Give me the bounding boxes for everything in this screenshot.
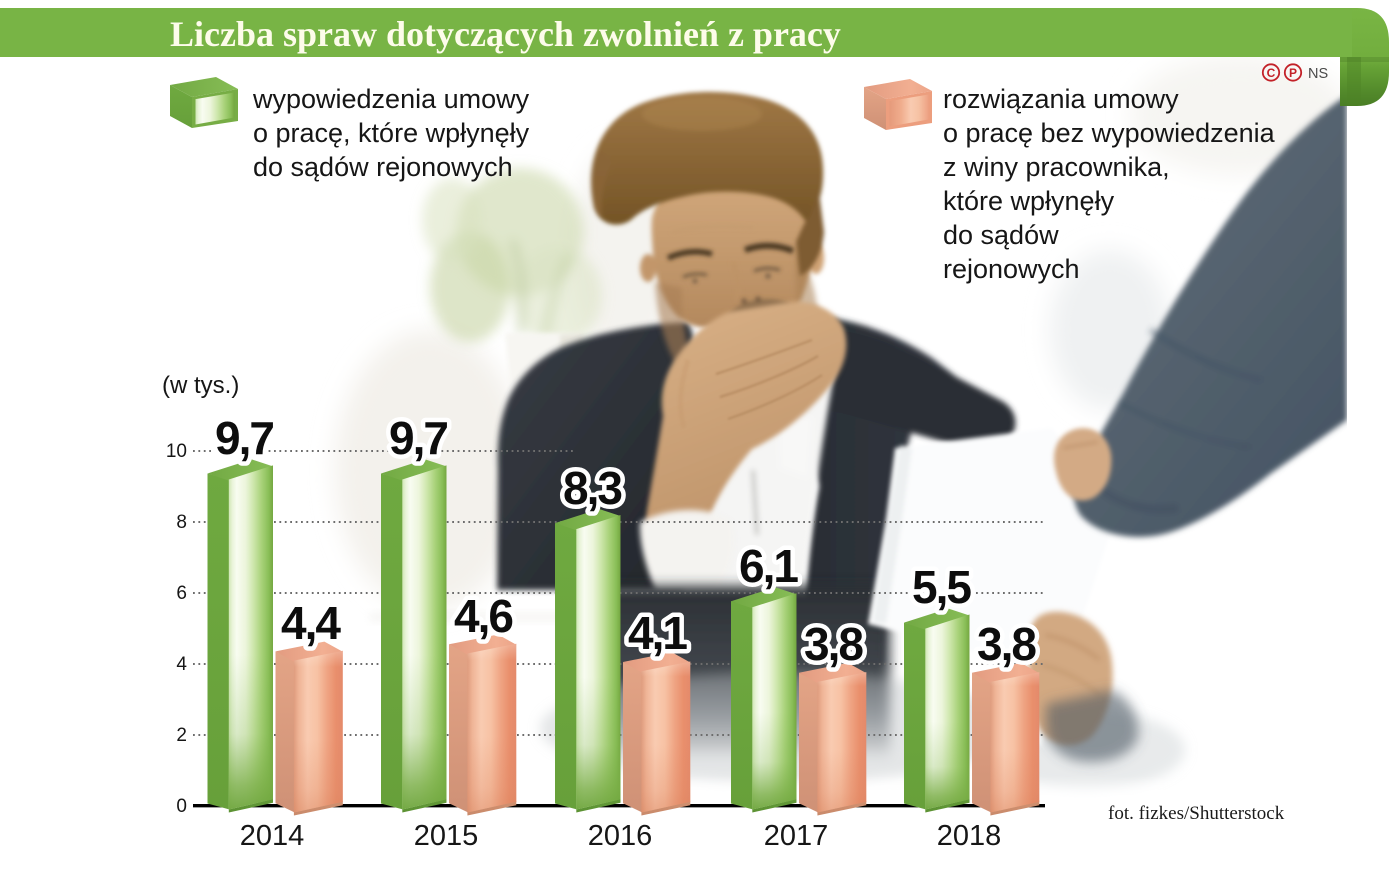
svg-text:3,8: 3,8 xyxy=(804,618,863,670)
svg-text:9,7: 9,7 xyxy=(389,412,447,464)
svg-text:4,6: 4,6 xyxy=(454,590,512,642)
svg-text:NS: NS xyxy=(1308,66,1328,82)
svg-text:C: C xyxy=(1267,66,1276,80)
svg-text:3,8: 3,8 xyxy=(977,618,1036,670)
svg-text:P: P xyxy=(1289,66,1297,80)
svg-text:6,1: 6,1 xyxy=(739,540,798,592)
svg-text:5,5: 5,5 xyxy=(912,561,971,613)
svg-text:4,1: 4,1 xyxy=(628,607,687,659)
svg-text:8,3: 8,3 xyxy=(563,462,621,514)
svg-text:9,7: 9,7 xyxy=(215,412,273,464)
svg-text:4,4: 4,4 xyxy=(281,597,341,649)
